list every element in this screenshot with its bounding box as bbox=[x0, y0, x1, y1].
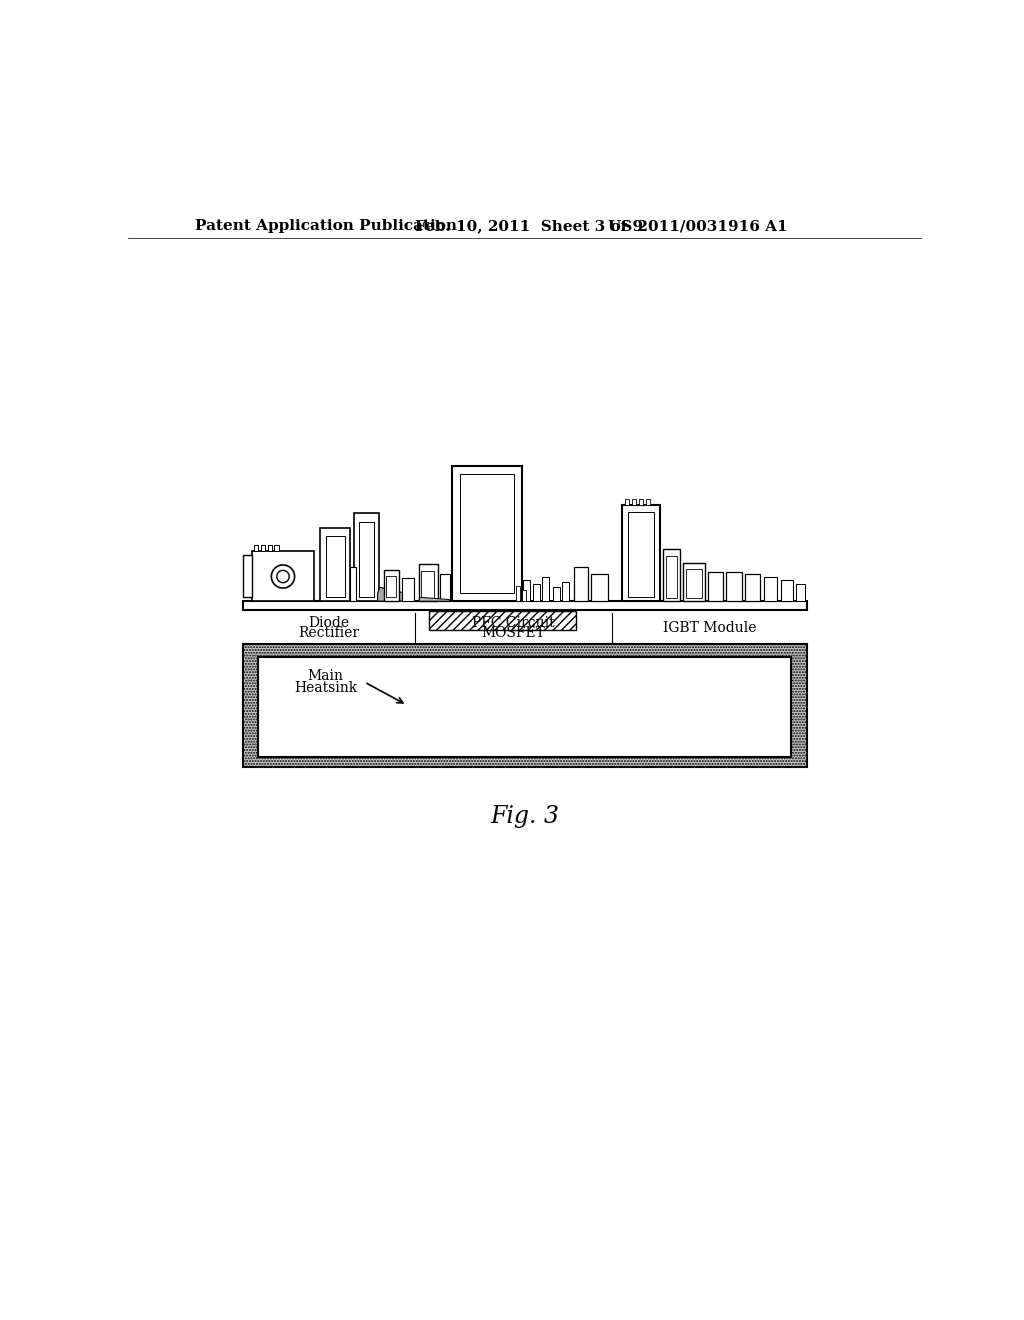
Polygon shape bbox=[419, 597, 451, 601]
Bar bbox=[553, 587, 560, 601]
Text: Feb. 10, 2011  Sheet 3 of 9: Feb. 10, 2011 Sheet 3 of 9 bbox=[415, 219, 643, 234]
Bar bbox=[726, 572, 741, 601]
Bar bbox=[683, 562, 705, 601]
Bar bbox=[625, 499, 630, 504]
Bar bbox=[321, 528, 349, 601]
Text: MOSFET: MOSFET bbox=[481, 627, 546, 640]
Bar bbox=[267, 545, 272, 552]
Bar bbox=[521, 590, 526, 601]
Text: IGBT Module: IGBT Module bbox=[663, 622, 757, 635]
Text: Diode: Diode bbox=[308, 615, 349, 630]
Bar bbox=[632, 499, 636, 504]
Bar bbox=[274, 545, 280, 552]
Bar bbox=[686, 569, 701, 598]
Bar bbox=[401, 578, 414, 601]
Bar bbox=[523, 579, 530, 601]
Bar bbox=[623, 506, 659, 601]
Bar bbox=[326, 536, 345, 597]
Text: Patent Application Publication: Patent Application Publication bbox=[196, 219, 458, 234]
Bar bbox=[354, 512, 379, 601]
Text: PFC Circuit: PFC Circuit bbox=[472, 615, 555, 630]
Bar bbox=[254, 545, 258, 552]
Bar bbox=[260, 545, 265, 552]
Bar bbox=[764, 577, 777, 601]
Text: Main: Main bbox=[307, 669, 344, 682]
Bar bbox=[796, 585, 805, 601]
Bar bbox=[744, 574, 761, 601]
Polygon shape bbox=[378, 587, 414, 601]
Bar bbox=[439, 574, 451, 601]
Bar bbox=[780, 579, 793, 601]
Text: Rectifier: Rectifier bbox=[298, 627, 359, 640]
Bar bbox=[591, 574, 607, 601]
Bar bbox=[639, 499, 643, 504]
Bar bbox=[452, 466, 521, 601]
Bar bbox=[542, 577, 549, 601]
Bar bbox=[532, 585, 540, 601]
Bar bbox=[421, 572, 434, 598]
Bar bbox=[562, 582, 569, 601]
Bar bbox=[243, 644, 807, 767]
Bar bbox=[252, 552, 314, 601]
Bar bbox=[258, 657, 792, 758]
Bar bbox=[243, 601, 807, 610]
Bar bbox=[515, 586, 520, 601]
Bar bbox=[646, 499, 650, 504]
Bar bbox=[359, 521, 375, 597]
Bar bbox=[419, 564, 438, 601]
Bar bbox=[349, 566, 356, 601]
Bar bbox=[243, 554, 252, 597]
Bar bbox=[628, 512, 654, 597]
Bar bbox=[666, 556, 678, 598]
Bar bbox=[708, 572, 723, 601]
Text: Fig. 3: Fig. 3 bbox=[490, 805, 559, 828]
Text: Heatsink: Heatsink bbox=[294, 681, 357, 696]
Bar bbox=[429, 611, 575, 631]
Circle shape bbox=[276, 570, 289, 582]
Bar bbox=[460, 474, 514, 594]
Text: US 2011/0031916 A1: US 2011/0031916 A1 bbox=[608, 219, 788, 234]
Circle shape bbox=[271, 565, 295, 589]
Bar bbox=[384, 570, 399, 601]
Bar bbox=[663, 549, 680, 601]
Bar bbox=[386, 576, 396, 597]
Bar bbox=[573, 566, 588, 601]
